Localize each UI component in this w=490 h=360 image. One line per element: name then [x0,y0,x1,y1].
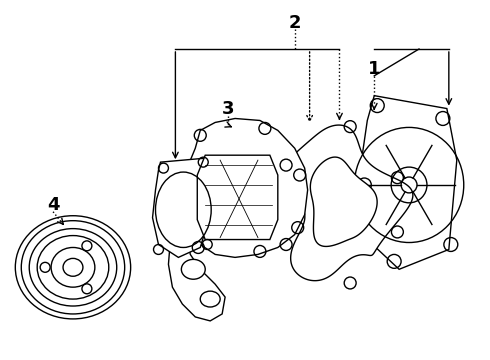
Text: 2: 2 [289,14,301,32]
Ellipse shape [200,291,220,307]
Ellipse shape [181,260,205,279]
Polygon shape [310,157,377,247]
Ellipse shape [15,216,131,319]
Text: 4: 4 [47,196,59,214]
Polygon shape [282,125,413,281]
Polygon shape [152,158,212,257]
Polygon shape [197,155,278,239]
Text: 1: 1 [368,60,381,78]
Text: 3: 3 [222,100,234,118]
Polygon shape [169,210,225,321]
Polygon shape [359,96,457,269]
Polygon shape [185,118,308,257]
